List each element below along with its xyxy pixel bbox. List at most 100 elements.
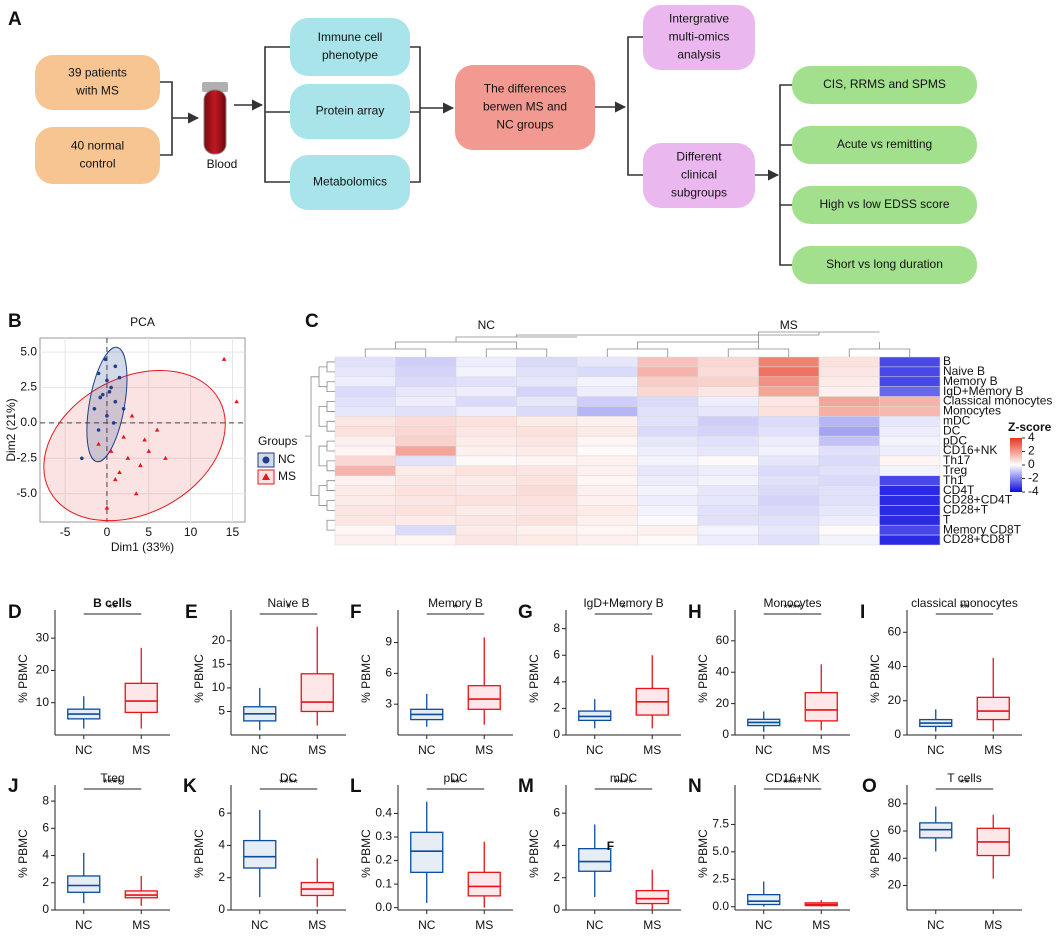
flow-node-text: subgroups	[671, 186, 727, 200]
x-tick-label: MS	[475, 918, 493, 932]
point	[80, 456, 84, 461]
flow-node	[290, 18, 410, 76]
row-label: Memory CD8T	[943, 522, 1022, 536]
panel-letter: L	[350, 776, 362, 797]
panel-letter: G	[518, 602, 533, 623]
flow-node-text: High vs low EDSS score	[819, 197, 949, 211]
dendrogram	[305, 331, 911, 531]
y-tick-label: 20	[36, 663, 50, 677]
chart-title: classical monocytes	[911, 596, 1018, 610]
panel-letter: D	[8, 602, 22, 623]
y-tick-label: 60	[716, 633, 730, 647]
heatmap-cell	[818, 534, 880, 546]
row-label: DC	[943, 423, 961, 437]
heatmap-cell	[576, 455, 638, 467]
x-tick-label: NC	[251, 743, 269, 757]
y-tick-label: 0.0	[20, 415, 37, 429]
y-axis-label: % PBMC	[192, 654, 206, 703]
y-tick-label: 0.0	[375, 900, 392, 914]
y-tick-label: 4	[553, 674, 560, 688]
heatmap-cell	[637, 515, 699, 526]
heatmap-cell	[334, 534, 396, 546]
heatmap-cell	[455, 524, 517, 536]
heatmap-cell	[637, 505, 699, 516]
x-tick-label: MS	[132, 918, 150, 932]
point	[117, 375, 122, 380]
y-tick-label: 6	[385, 666, 392, 680]
heatmap-cell	[758, 356, 820, 368]
x-tick-label: 15	[226, 525, 240, 539]
heatmap-cell	[818, 366, 880, 378]
heatmap-cell	[697, 475, 759, 486]
panel-letter: J	[8, 776, 19, 797]
heatmap-cell	[334, 455, 396, 467]
heatmap-cell	[395, 435, 457, 447]
heatmap-cell	[697, 485, 759, 496]
annotation: F	[607, 839, 614, 853]
heatmap-cell	[879, 445, 941, 457]
heatmap-cell	[455, 445, 517, 457]
y-axis-label: % PBMC	[696, 829, 710, 878]
x-tick-label: NC	[75, 918, 93, 932]
y-axis-label: % PBMC	[868, 654, 882, 703]
heatmap-cell	[879, 495, 941, 506]
heatmap-cell	[334, 465, 396, 476]
point	[154, 427, 160, 432]
heatmap-cell	[516, 485, 578, 496]
chart-title: mDC	[610, 771, 638, 785]
flow-node-text: Immune cell	[318, 30, 383, 44]
heatmap-cell	[879, 515, 941, 526]
heatmap-cell	[576, 376, 638, 387]
flow-node-text: analysis	[677, 48, 720, 62]
point	[111, 421, 116, 425]
heatmap-cell	[334, 386, 396, 397]
heatmap-cell	[697, 356, 759, 368]
heatmap-cell	[879, 435, 941, 447]
heatmap-cell	[697, 505, 759, 516]
y-tick-label: 0	[553, 727, 560, 741]
y-tick-label: 40	[716, 664, 730, 678]
y-tick-label: 6	[42, 820, 49, 834]
heatmap-cell	[697, 524, 759, 536]
y-tick-label: 0.3	[375, 829, 392, 843]
flow-node	[290, 84, 410, 139]
heatmap-cell	[395, 485, 457, 496]
row-label: Th17	[943, 453, 971, 467]
flow-node	[643, 143, 755, 208]
heatmap-cell	[818, 524, 880, 536]
heatmap-cell	[455, 465, 517, 476]
heatmap-cell	[395, 465, 457, 476]
flow-node-text: 40 normal	[71, 139, 124, 153]
box	[300, 673, 334, 713]
significance-label: *	[621, 601, 626, 615]
chart-title: Memory B	[428, 596, 483, 610]
heatmap-cell	[879, 475, 941, 486]
y-tick-label: -2.5	[16, 450, 37, 464]
heatmap-cell	[455, 376, 517, 387]
y-axis-label: % PBMC	[16, 654, 30, 703]
heatmap-cell	[516, 495, 578, 506]
row-label: CD28+T	[943, 503, 989, 517]
heatmap-cell	[395, 356, 457, 368]
x-tick-label: MS	[308, 918, 326, 932]
flow-node-text: Protein array	[316, 104, 385, 118]
flow-node-text: phenotype	[322, 48, 378, 62]
chart-title: PCA	[130, 315, 155, 329]
y-tick-label: 30	[36, 630, 50, 644]
heatmap-cell	[879, 386, 941, 397]
box	[976, 696, 1010, 721]
panel-letter: E	[185, 602, 198, 623]
heatmap-cell	[455, 534, 517, 546]
chart-title: CD16+NK	[765, 771, 819, 785]
heatmap-cell	[576, 465, 638, 476]
heatmap-cell	[516, 406, 578, 417]
panel-letter: H	[688, 602, 702, 623]
y-tick-label: 20	[716, 696, 730, 710]
colorbar-tick-label: 4	[1028, 430, 1035, 444]
y-tick-label: 8	[42, 793, 49, 807]
flow-node	[792, 246, 977, 284]
y-tick-label: 6	[218, 805, 225, 819]
heatmap-cell	[879, 426, 941, 437]
box	[243, 839, 277, 869]
point	[113, 364, 118, 369]
